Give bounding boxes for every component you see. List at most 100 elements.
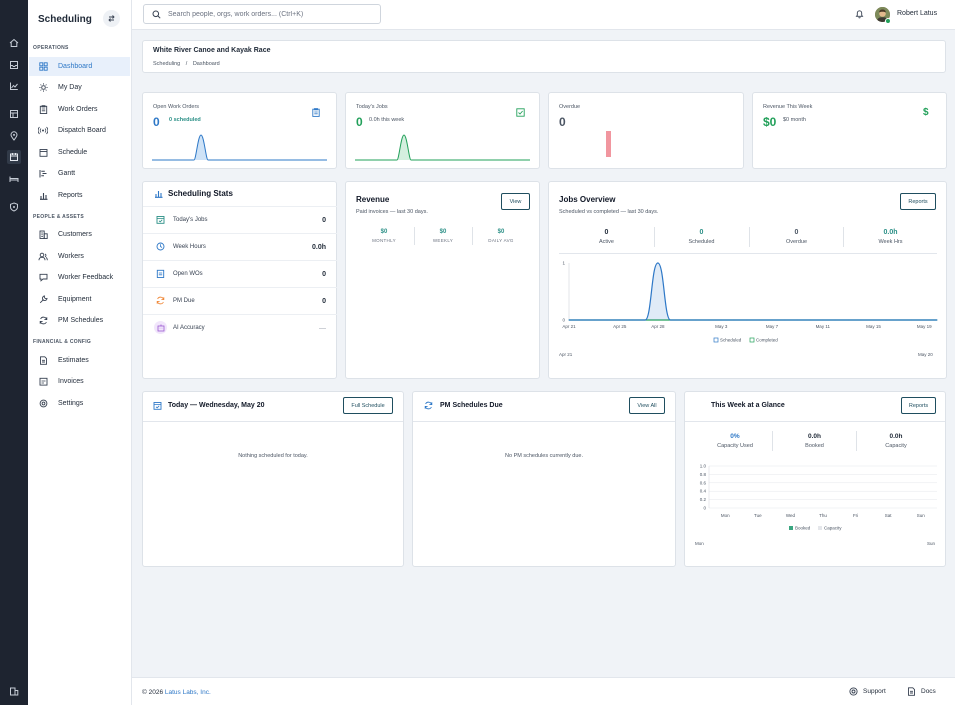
sidebar-item-dispatch-board[interactable]: Dispatch Board: [29, 121, 130, 140]
overdue-indicator-bar: [606, 131, 611, 157]
revenue-stat-monthly: $0 MONTHLY: [354, 229, 414, 243]
inbox-icon[interactable]: [7, 58, 21, 72]
stat-label: Week Hrs: [878, 239, 903, 245]
footer: © 2026 Latus Labs, Inc. Support Docs: [132, 677, 955, 705]
jobs-stat-week-hrs: 0.0h Week Hrs: [843, 229, 938, 245]
kpi-sub: 0 scheduled: [169, 117, 201, 123]
kpi-open-work-orders[interactable]: Open Work Orders 0 0 scheduled: [142, 92, 337, 169]
shield-icon[interactable]: [7, 200, 21, 214]
empty-state: Nothing scheduled for today.: [238, 453, 308, 459]
search-box[interactable]: [143, 4, 381, 24]
sidebar-item-invoices[interactable]: Invoices: [29, 372, 130, 391]
x-tick-label: Sun: [917, 513, 926, 518]
sidebar-item-estimates[interactable]: Estimates: [29, 351, 130, 370]
map-pin-icon[interactable]: [7, 129, 21, 143]
sidebar-item-schedule[interactable]: Schedule: [29, 143, 130, 162]
sidebar-item-customers[interactable]: Customers: [29, 225, 130, 244]
stat-label: MONTHLY: [372, 238, 396, 243]
building-icon: [38, 230, 48, 240]
divider: [685, 421, 945, 422]
y-tick-label: 0.4: [700, 489, 707, 494]
stat-value: 0.0h: [311, 243, 326, 251]
jobs-stat-active: 0 Active: [559, 229, 654, 245]
jobs-stat-overdue: 0 Overdue: [749, 229, 844, 245]
sidebar-item-workers[interactable]: Workers: [29, 247, 130, 266]
scheduling-stats-card: Scheduling Stats Today's Jobs 0 Week Hou…: [142, 181, 337, 379]
sidebar-item-label: PM Schedules: [58, 317, 104, 324]
stat-value: 0%: [730, 433, 740, 440]
stat-value: 0.0h: [807, 433, 821, 440]
gear-icon: [38, 399, 48, 409]
kpi-sub: 0.0h this week: [369, 117, 405, 123]
sidebar-item-settings[interactable]: Settings: [29, 394, 130, 413]
sidebar-item-my-day[interactable]: My Day: [29, 78, 130, 97]
data-point: [682, 319, 684, 321]
home-icon[interactable]: [7, 36, 21, 50]
trend-icon[interactable]: [7, 79, 21, 93]
range-end-label: May 20: [918, 352, 933, 357]
data-point: [644, 319, 646, 321]
y-tick-label: 0.8: [700, 472, 707, 477]
sidebar-item-dashboard[interactable]: Dashboard: [29, 57, 130, 76]
card-title: Today — Wednesday, May 20: [168, 402, 265, 409]
stat-label: Active: [599, 239, 614, 245]
bed-icon[interactable]: [7, 172, 21, 186]
sidebar-item-work-orders[interactable]: Work Orders: [29, 100, 130, 119]
stat-value: $0: [439, 229, 447, 235]
sidebar-item-label: Dashboard: [58, 63, 93, 70]
x-tick-label: Thu: [819, 513, 827, 518]
search-icon: [152, 10, 161, 19]
stat-label: PM Due: [173, 298, 195, 304]
section-operations: OPERATIONS: [33, 45, 69, 51]
bell-icon[interactable]: [855, 9, 864, 19]
clipboard-icon: [38, 105, 48, 115]
full-schedule-button[interactable]: Full Schedule: [343, 397, 393, 414]
view-button[interactable]: View: [501, 193, 530, 210]
company-link[interactable]: Latus Labs, Inc.: [164, 689, 211, 696]
kpi-revenue-this-week[interactable]: Revenue This Week $0 $0 month $: [752, 92, 947, 169]
stat-label: Capacity: [885, 443, 907, 449]
reports-button[interactable]: Reports: [901, 397, 936, 414]
kpi-todays-jobs[interactable]: Today's Jobs 0 0.0h this week: [345, 92, 540, 169]
card-subtitle: Scheduled vs completed — last 30 days.: [559, 209, 659, 215]
user-name[interactable]: Robert Latus: [897, 10, 938, 17]
docs-link[interactable]: Docs: [907, 687, 936, 696]
building-icon[interactable]: [7, 684, 21, 698]
clipboard-icon: [156, 269, 165, 278]
sidebar: Scheduling OPERATIONS Dashboard My Day W…: [28, 0, 132, 705]
robot-icon: [154, 321, 167, 334]
sidebar-item-worker-feedback[interactable]: Worker Feedback: [29, 268, 130, 287]
sidebar-item-equipment[interactable]: Equipment: [29, 290, 130, 309]
sidebar-item-label: Dispatch Board: [58, 127, 106, 134]
ledger-icon[interactable]: [7, 107, 21, 121]
view-all-button[interactable]: View All: [629, 397, 665, 414]
stat-row-open-wos: Open WOs 0: [143, 260, 337, 287]
x-tick-label: Apr 21: [562, 324, 576, 329]
support-link[interactable]: Support: [849, 687, 886, 696]
clipboard-icon: [312, 108, 320, 117]
broadcast-icon: [38, 126, 48, 136]
jobs-stat-scheduled: 0 Scheduled: [654, 229, 749, 245]
sidebar-toggle-button[interactable]: [103, 10, 120, 27]
reports-button[interactable]: Reports: [900, 193, 936, 210]
sidebar-item-gantt[interactable]: Gantt: [29, 164, 130, 183]
sidebar-item-pm-schedules[interactable]: PM Schedules: [29, 311, 130, 330]
check-square-icon: [516, 108, 525, 117]
stat-label: Open WOs: [173, 271, 203, 277]
breadcrumb-item-scheduling[interactable]: Scheduling: [153, 61, 181, 67]
stat-label: Scheduled: [688, 239, 715, 245]
kpi-value: 0: [559, 115, 566, 129]
stat-label: Today's Jobs: [173, 217, 208, 223]
stat-value: $0: [380, 229, 388, 235]
kpi-overdue[interactable]: Overdue 0: [548, 92, 744, 169]
search-input[interactable]: [168, 10, 368, 18]
kpi-value: 0: [356, 115, 363, 129]
y-tick-label: 0: [562, 318, 565, 323]
week-glance-chart: 1.0 0.8 0.6 0.4 0.2 0 Mon Tue Wed Thu Fri Sat Sun Boo…: [700, 464, 937, 531]
stat-label: AI Accuracy: [173, 325, 205, 331]
stat-value: 0: [322, 297, 326, 305]
stat-label: Booked: [805, 443, 824, 449]
sidebar-item-reports[interactable]: Reports: [29, 186, 130, 205]
calendar-icon[interactable]: [7, 150, 21, 164]
week-stat-capacity-used: 0% Capacity Used: [691, 433, 779, 449]
